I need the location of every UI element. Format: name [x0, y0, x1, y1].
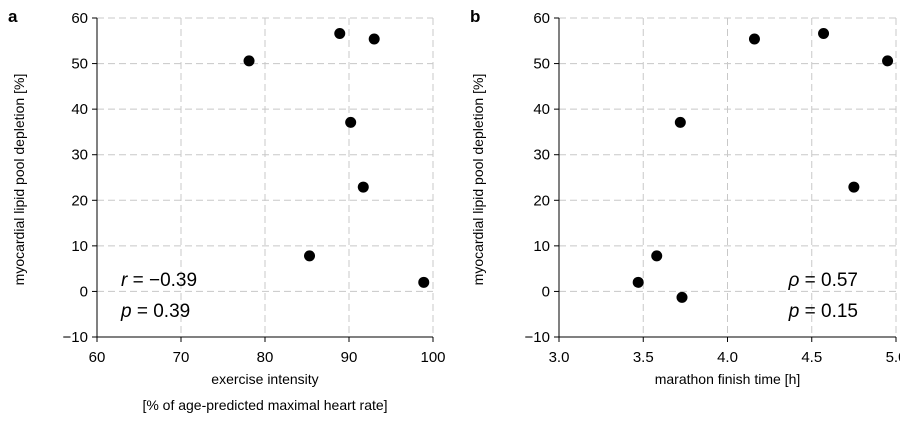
data-point	[357, 181, 369, 193]
data-point	[243, 55, 255, 67]
x-tick-label: 4.0	[717, 349, 738, 366]
data-point	[848, 181, 860, 193]
data-point	[632, 276, 644, 288]
x-tick-label: 70	[173, 349, 190, 366]
data-point	[882, 55, 894, 67]
x-axis-label: marathon finish time [h]	[655, 371, 801, 387]
y-tick-label: 40	[533, 101, 550, 118]
p-value-annotation: p = 0.39	[120, 301, 190, 322]
correlation-annotation: r = −0.39	[121, 270, 197, 291]
data-point	[345, 116, 357, 128]
x-tick-label: 3.0	[549, 349, 570, 366]
y-tick-label: 30	[71, 147, 88, 164]
y-axis-label: myocardial lipid pool depletion [%]	[470, 74, 486, 286]
p-value-annotation: p = 0.15	[788, 301, 858, 322]
panel-label: a	[8, 7, 18, 26]
x-tick-label: 5.0	[886, 349, 900, 366]
y-tick-label: 10	[71, 238, 88, 255]
data-point	[674, 116, 686, 128]
y-tick-label: 40	[71, 101, 88, 118]
y-tick-label: 60	[533, 10, 550, 27]
x-tick-label: 80	[257, 349, 274, 366]
y-axis-label: myocardial lipid pool depletion [%]	[11, 74, 27, 286]
data-point	[368, 33, 380, 45]
x-tick-label: 100	[420, 349, 445, 366]
x-axis-label-line2: [% of age-predicted maximal heart rate]	[142, 397, 387, 413]
x-tick-label: 3.5	[633, 349, 654, 366]
data-point	[418, 276, 430, 288]
y-tick-label: 50	[71, 56, 88, 73]
y-tick-label: 50	[533, 56, 550, 73]
correlation-annotation: ρ = 0.57	[787, 270, 858, 291]
y-tick-label: 10	[533, 238, 550, 255]
panel-b: −10 0 10 20 30 40 50 60 3.0 3.5 4.0 4.5 5.0 marathon …	[470, 7, 900, 387]
y-tick-label: 20	[71, 192, 88, 209]
y-tick-label: −10	[525, 329, 550, 346]
data-point	[651, 250, 663, 262]
panel-a: −10 0 10 20 30 40 50 60 60 70 80 90 100 exercise inte…	[8, 7, 446, 413]
x-tick-label: 90	[341, 349, 358, 366]
data-point	[676, 291, 688, 303]
data-point	[304, 250, 316, 262]
x-tick-label: 4.5	[801, 349, 822, 366]
y-tick-label: 30	[533, 147, 550, 164]
y-tick-label: 0	[542, 283, 550, 300]
y-tick-label: −10	[63, 329, 88, 346]
y-tick-label: 20	[533, 192, 550, 209]
data-point	[748, 33, 760, 45]
data-point	[818, 27, 830, 39]
y-tick-label: 60	[71, 10, 88, 27]
data-point	[334, 27, 346, 39]
x-tick-label: 60	[89, 349, 106, 366]
panel-label: b	[470, 7, 480, 26]
x-axis-label: exercise intensity	[211, 371, 318, 387]
y-tick-label: 0	[80, 283, 88, 300]
